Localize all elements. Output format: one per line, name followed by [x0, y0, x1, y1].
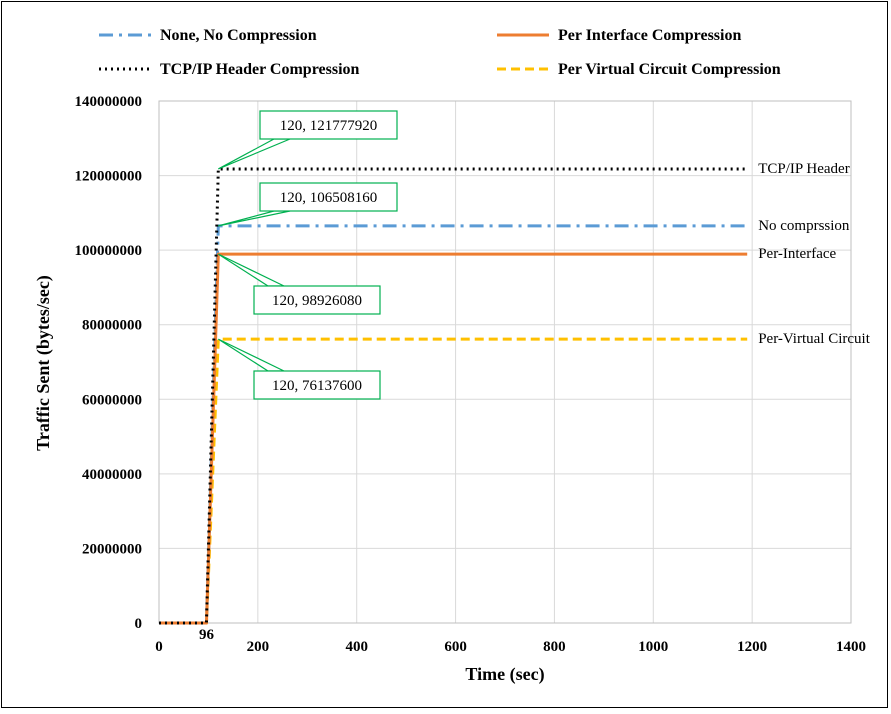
callout-box [253, 285, 381, 315]
callout-pointer [218, 210, 291, 227]
end-label-per-interface: Per-Interface [758, 246, 836, 262]
end-label-no-comprssion: No comprssion [758, 218, 850, 234]
y-tick-label: 0 [135, 616, 143, 632]
data-callout: 120, 76137600 [217, 338, 381, 400]
y-tick-label: 140000000 [75, 94, 143, 110]
y-tick-label: 20000000 [82, 541, 142, 557]
series-line-none-no-compression [159, 224, 748, 625]
legend-label: Per Virtual Circuit Compression [558, 61, 781, 78]
y-tick-label: 80000000 [82, 318, 142, 334]
x-tick-label: 0 [155, 639, 163, 655]
label-layer: No comprssion Per-Interface TCP/IP Header P… [758, 161, 871, 347]
callout-pointer [217, 253, 285, 287]
y-tick-label: 40000000 [82, 467, 142, 483]
callout-label: 120, 106508160 [280, 190, 378, 206]
callout-pointer [218, 138, 291, 170]
callout-layer: 120, 121777920 120, 106508160 120, 9892608… [217, 110, 398, 400]
callout-pointer [217, 338, 285, 372]
callout-box [253, 370, 381, 400]
data-callout: 120, 98926080 [217, 253, 381, 315]
x-tick-label: 400 [345, 639, 368, 655]
legend-item-none-no-compression: None, No Compression [99, 27, 317, 44]
series-line-tcp-ip-header-compression [159, 167, 748, 625]
legend-item-per-interface-compression: Per Interface Compression [497, 27, 741, 44]
x-axis-title: Time (sec) [465, 664, 544, 685]
end-label-tcp-ip-header: TCP/IP Header [758, 161, 850, 177]
legend-label: TCP/IP Header Compression [160, 61, 360, 78]
series-layer [159, 167, 748, 625]
x-tick-label: 1400 [836, 639, 866, 655]
legend-layer: None, No Compression Per Interface Compre… [99, 27, 781, 78]
x-tick-label: 1000 [638, 639, 668, 655]
callout-label: 120, 98926080 [272, 293, 362, 309]
legend-label: Per Interface Compression [558, 27, 741, 44]
x-tick-label: 200 [247, 639, 270, 655]
y-tick-label: 120000000 [75, 169, 143, 185]
x-marker-label: 96 [199, 627, 215, 643]
series-line-per-virtual-circuit-compression [159, 337, 748, 625]
end-label-per-virtual-circuit: Per-Virtual Circuit [758, 331, 871, 347]
callout-label: 120, 121777920 [280, 118, 378, 134]
axis-layer: 0 20000000 40000000 60000000 80000000 1000000… [75, 94, 867, 655]
y-tick-label: 60000000 [82, 392, 142, 408]
legend-item-per-virtual-circuit-compression: Per Virtual Circuit Compression [497, 61, 781, 78]
legend-item-tcp-ip-header-compression: TCP/IP Header Compression [99, 61, 360, 78]
x-tick-label: 800 [543, 639, 566, 655]
callout-box [259, 182, 398, 212]
y-tick-label: 100000000 [75, 243, 143, 259]
callout-box [259, 110, 398, 140]
y-axis-title: Traffic Sent (bytes/sec) [33, 275, 54, 451]
data-callout: 120, 121777920 [218, 110, 398, 170]
x-tick-label: 1200 [737, 639, 767, 655]
plot-area-border [158, 100, 852, 624]
legend-label: None, No Compression [160, 27, 317, 44]
callout-label: 120, 76137600 [272, 378, 362, 394]
x-tick-label: 600 [444, 639, 467, 655]
data-callout: 120, 106508160 [218, 182, 398, 227]
series-line-per-interface-compression [159, 252, 748, 625]
